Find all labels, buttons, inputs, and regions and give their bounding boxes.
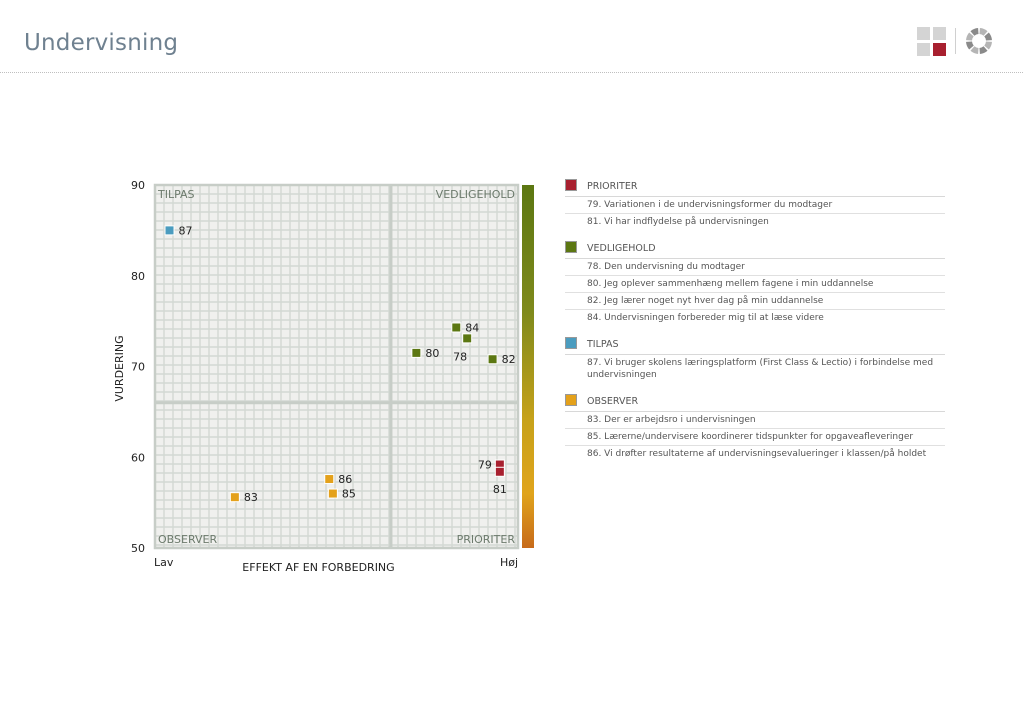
rating-gradient-bar (522, 185, 534, 548)
legend-group: PRIORITER 79. Variationen i de undervisni… (565, 178, 945, 230)
legend-group-name: PRIORITER (587, 181, 638, 192)
legend-group-name: VEDLIGEHOLD (587, 243, 656, 254)
legend-item: 79. Variationen i de undervisningsformer… (565, 197, 945, 214)
x-axis-high-label: Høj (500, 556, 518, 569)
data-point (462, 333, 473, 344)
legend-swatch (565, 179, 577, 191)
quadrant-label-bottom-left: OBSERVER (158, 533, 217, 546)
data-point-label: 79 (478, 459, 492, 472)
legend-group-header: VEDLIGEHOLD (565, 240, 945, 259)
ring-segment (984, 32, 992, 41)
data-point-label: 78 (453, 350, 467, 363)
data-point-label: 81 (493, 483, 507, 496)
quadrant-label-top-left: TILPAS (157, 188, 195, 201)
legend-item: 85. Lærerne/undervisere koordinerer tids… (565, 429, 945, 446)
data-point (229, 492, 240, 503)
legend-item: 78. Den undervisning du modtager (565, 259, 945, 276)
legend-spacer (565, 326, 945, 336)
legend-group-header: TILPAS (565, 336, 945, 355)
data-point (164, 225, 175, 236)
legend-item: 83. Der er arbejdsro i undervisningen (565, 412, 945, 429)
page-title: Undervisning (24, 30, 179, 56)
ring-segment (966, 41, 974, 50)
legend-group-header: PRIORITER (565, 178, 945, 197)
plot-border (153, 183, 520, 550)
legend-item: 86. Vi drøfter resultaterne af undervisn… (587, 449, 927, 459)
legend-item: 81. Vi har indflydelse på undervisningen (587, 217, 769, 227)
data-point (411, 347, 422, 358)
legend-item: 82. Jeg lærer noget nyt hver dag på min … (565, 293, 945, 310)
legend-group: VEDLIGEHOLD 78. Den undervisning du modta… (565, 240, 945, 326)
legend-swatch (565, 337, 577, 349)
data-point-label: 82 (502, 353, 516, 366)
plot-area (155, 185, 518, 548)
legend: PRIORITER 79. Variationen i de undervisni… (565, 178, 945, 462)
data-point-label: 85 (342, 488, 356, 501)
data-point (324, 474, 335, 485)
data-point (487, 354, 498, 365)
x-axis-low-label: Lav (154, 556, 174, 569)
y-axis-label: VURDERING (113, 335, 126, 401)
legend-group-name: OBSERVER (587, 396, 639, 407)
quadrant-label-bottom-right: PRIORITER (457, 533, 516, 546)
ring-segment (979, 46, 988, 54)
legend-item: 84. Undervisningen forbereder mig til at… (587, 313, 824, 323)
legend-group-name: TILPAS (587, 339, 619, 350)
legend-item: 80. Jeg oplever sammenhæng mellem fagene… (565, 276, 945, 293)
data-point-label: 86 (338, 473, 352, 486)
quadrant-label-top-right: VEDLIGEHOLD (436, 188, 515, 201)
data-point (451, 322, 462, 333)
quadrant-logo-icon (917, 27, 946, 56)
x-axis-label: EFFEKT AF EN FORBEDRING (242, 561, 394, 574)
legend-item: 87. Vi bruger skolens læringsplatform (F… (587, 358, 934, 380)
legend-spacer (565, 383, 945, 393)
y-tick-label: 80 (131, 270, 145, 283)
y-tick-label: 70 (131, 361, 145, 374)
ring-logo-icon (966, 28, 992, 54)
data-point-label: 84 (465, 321, 479, 334)
legend-group: TILPAS 87. Vi bruger skolens læringsplatf… (565, 336, 945, 383)
y-tick-label: 50 (131, 542, 145, 555)
ring-segment (970, 28, 979, 36)
y-tick-label: 60 (131, 451, 145, 464)
ring-segment (966, 32, 974, 41)
ring-segment (984, 41, 992, 50)
legend-group: OBSERVER 83. Der er arbejdsro i undervisn… (565, 393, 945, 462)
ring-segment (979, 28, 988, 36)
data-point (494, 466, 505, 477)
title-divider (0, 72, 1023, 73)
data-point (327, 488, 338, 499)
legend-spacer (565, 230, 945, 240)
logo-separator (955, 28, 956, 54)
legend-group-header: OBSERVER (565, 393, 945, 412)
data-point-label: 87 (179, 224, 193, 237)
legend-swatch (565, 394, 577, 406)
data-point-label: 83 (244, 491, 258, 504)
legend-swatch (565, 241, 577, 253)
ring-segment (970, 46, 979, 54)
data-point-label: 80 (425, 347, 439, 360)
y-tick-label: 90 (131, 179, 145, 192)
